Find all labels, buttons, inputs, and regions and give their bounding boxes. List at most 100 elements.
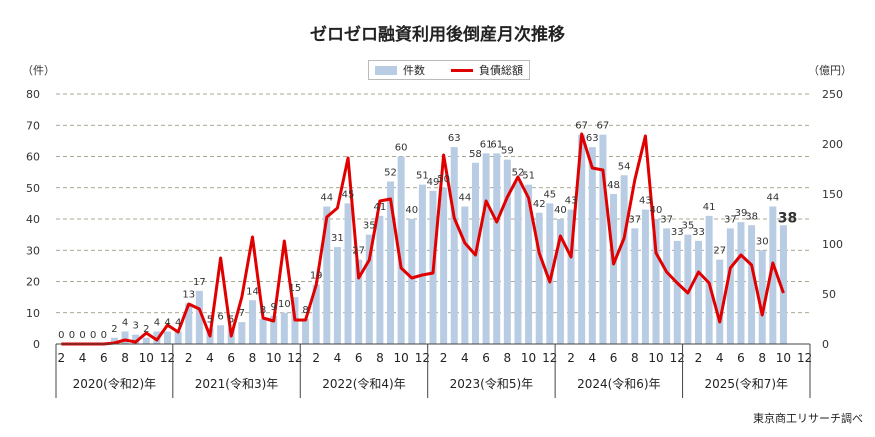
- month-tick-label: 6: [100, 351, 108, 365]
- bar: [195, 290, 203, 344]
- month-tick-label: 10: [394, 351, 409, 365]
- bar-data-label: 0: [79, 330, 85, 341]
- bar-data-label: 52: [512, 168, 525, 179]
- bar: [132, 334, 140, 344]
- year-label: 2023(令和5)年: [450, 376, 534, 391]
- month-tick-label: 6: [737, 351, 745, 365]
- bar: [546, 203, 554, 344]
- month-tick-label: 4: [588, 351, 596, 365]
- bar-data-label: 50: [437, 174, 450, 185]
- bar-data-label: 35: [363, 221, 376, 232]
- bar: [461, 206, 469, 344]
- month-tick-label: 8: [631, 351, 639, 365]
- bar: [355, 259, 363, 344]
- bar-data-label: 7: [239, 308, 245, 319]
- month-tick-label: 8: [121, 351, 129, 365]
- legend-line-swatch: [451, 68, 473, 72]
- left-tick-label: 80: [26, 88, 40, 101]
- bar-data-label: 6: [217, 311, 223, 322]
- legend-line-label: 負債総額: [479, 64, 523, 77]
- month-tick-label: 12: [287, 351, 302, 365]
- bar-data-label: 40: [554, 205, 567, 216]
- bar-data-label: 31: [331, 233, 344, 244]
- bar: [726, 228, 734, 344]
- bar: [121, 331, 129, 344]
- year-label: 2021(令和3)年: [195, 376, 279, 391]
- bar-data-label: 15: [289, 283, 302, 294]
- bar-data-label: 37: [660, 214, 673, 225]
- bar: [610, 194, 618, 344]
- month-tick-label: 8: [376, 351, 384, 365]
- bar: [525, 184, 533, 344]
- bar: [450, 147, 458, 344]
- month-tick-label: 12: [670, 351, 685, 365]
- right-tick-label: 100: [822, 238, 843, 251]
- bar-data-label: 42: [533, 199, 546, 210]
- bar-data-label: 61: [490, 139, 503, 150]
- month-tick-label: 10: [266, 351, 281, 365]
- bar-data-label: 14: [246, 286, 259, 297]
- right-axis-label: （億円）: [808, 64, 852, 77]
- bar: [142, 337, 150, 344]
- bar: [758, 250, 766, 344]
- bar: [387, 181, 395, 344]
- bar-data-label: 54: [618, 161, 631, 172]
- month-tick-label: 4: [334, 351, 342, 365]
- month-tick-label: 12: [797, 351, 812, 365]
- bar-data-label: 58: [469, 149, 482, 160]
- right-tick-label: 50: [822, 288, 836, 301]
- right-tick-label: 250: [822, 88, 843, 101]
- bar-data-label: 51: [416, 171, 429, 182]
- month-tick-label: 10: [139, 351, 154, 365]
- bar-data-label: 39: [735, 208, 748, 219]
- bar-data-label: 4: [122, 318, 128, 329]
- chart-title: ゼロゼロ融資利用後倒産月次推移: [310, 25, 565, 45]
- bar: [588, 147, 596, 344]
- bar-data-label: 3: [132, 321, 138, 332]
- bar-data-label: 4: [164, 318, 170, 329]
- month-tick-label: 2: [57, 351, 65, 365]
- bar: [599, 134, 607, 344]
- legend-bar-label: 件数: [403, 64, 425, 77]
- bar: [567, 209, 575, 344]
- bar-data-label: 41: [374, 202, 387, 213]
- bar: [578, 134, 586, 344]
- bar-data-label: 60: [395, 143, 408, 154]
- legend-bar-swatch: [375, 65, 397, 75]
- bar: [280, 312, 288, 344]
- left-tick-label: 0: [33, 338, 40, 351]
- month-tick-label: 2: [440, 351, 448, 365]
- left-tick-label: 50: [26, 182, 40, 195]
- bar: [440, 187, 448, 344]
- bar-data-label: 67: [597, 121, 610, 132]
- bar-data-label: 0: [58, 330, 64, 341]
- bar-data-label: 38: [745, 211, 758, 222]
- bar-data-label: 8: [260, 305, 266, 316]
- year-label: 2025(令和7)年: [705, 376, 789, 391]
- bar: [302, 319, 310, 344]
- bar-data-label: 45: [342, 189, 355, 200]
- bar-data-label: 27: [713, 246, 726, 257]
- bar: [408, 219, 416, 344]
- bar: [673, 240, 681, 344]
- legend: 件数 負債総額: [368, 60, 530, 80]
- bar: [641, 209, 649, 344]
- bar-data-label: 10: [278, 299, 291, 310]
- month-tick-label: 2: [312, 351, 320, 365]
- month-tick-label: 10: [521, 351, 536, 365]
- bar-data-label: 2: [143, 324, 149, 335]
- month-tick-label: 12: [160, 351, 175, 365]
- month-tick-label: 6: [610, 351, 618, 365]
- bar-data-label: 33: [671, 227, 684, 238]
- bar: [514, 181, 522, 344]
- left-tick-label: 20: [26, 276, 40, 289]
- bar: [705, 215, 713, 344]
- year-label: 2022(令和4)年: [322, 376, 406, 391]
- left-axis-label: （件）: [22, 64, 55, 77]
- bar: [503, 159, 511, 344]
- bar: [333, 247, 341, 344]
- bar-data-label: 27: [352, 246, 365, 257]
- bar-data-label: 2: [111, 324, 117, 335]
- month-tick-label: 6: [482, 351, 490, 365]
